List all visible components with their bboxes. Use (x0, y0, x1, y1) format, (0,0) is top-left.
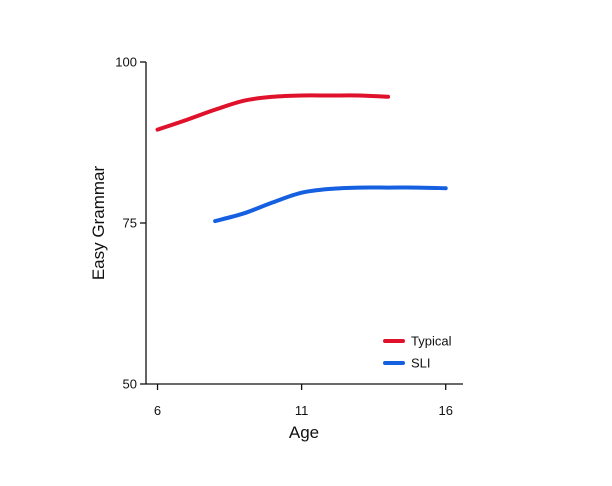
series-line-sli (213, 185, 448, 224)
legend-label-typical: Typical (411, 334, 452, 349)
legend-label-sli: SLI (411, 356, 431, 371)
y-tick-label: 50 (123, 377, 137, 392)
x-tick-label: 11 (295, 403, 309, 418)
x-axis-title: Age (289, 423, 319, 442)
series-line-typical (155, 93, 391, 132)
x-axis-ticks: 6 11 16 (154, 384, 453, 418)
plot-area: 50 75 100 6 11 16 (115, 55, 463, 418)
x-tick-label: 6 (154, 403, 161, 418)
y-axis-title: Easy Grammar (89, 166, 108, 281)
y-tick-label: 100 (115, 55, 137, 70)
series-lines (155, 93, 448, 224)
y-tick-label: 75 (123, 216, 137, 231)
y-axis-ticks: 50 75 100 (115, 55, 146, 392)
x-tick-label: 16 (438, 403, 452, 418)
legend: Typical SLI (383, 334, 452, 371)
